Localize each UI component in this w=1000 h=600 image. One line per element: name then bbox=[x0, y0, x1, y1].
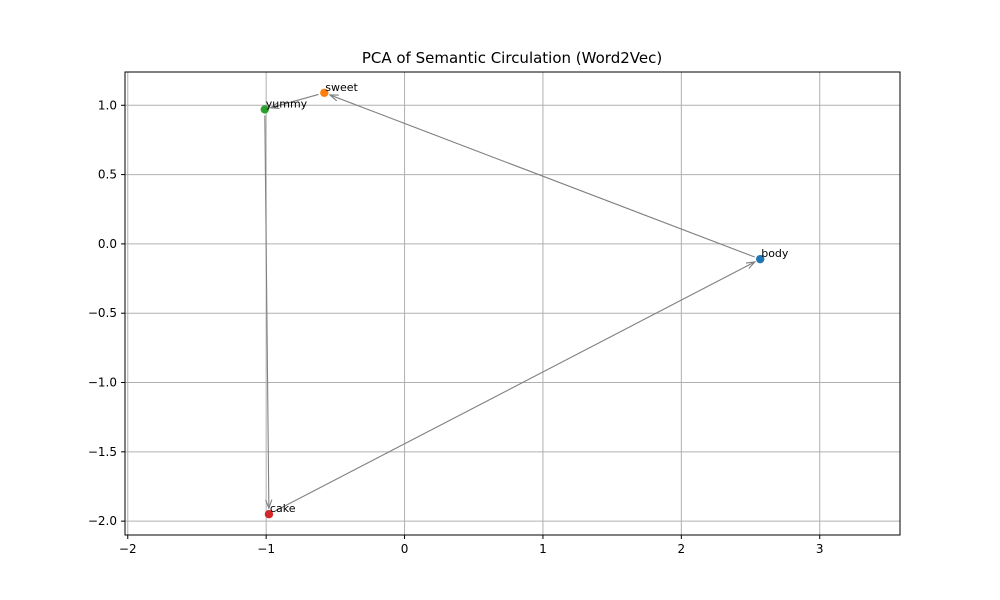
y-axis-ticks: −2.0 −1.5 −1.0 −0.5 0.0 0.5 1.0 bbox=[88, 98, 125, 528]
arrow-line bbox=[329, 94, 755, 258]
point-label-yummy: yummy bbox=[266, 97, 308, 110]
point-cake bbox=[264, 510, 274, 519]
arrow-yummy-to-cake bbox=[264, 115, 273, 510]
y-tick-label: −0.5 bbox=[88, 306, 117, 320]
x-tick-label: 3 bbox=[816, 542, 824, 556]
x-tick-label: −2 bbox=[119, 542, 137, 556]
y-tick-label: −1.5 bbox=[88, 445, 117, 459]
point-label-body: body bbox=[761, 247, 789, 260]
y-tick-label: 0.0 bbox=[98, 237, 117, 251]
arrow-head bbox=[328, 94, 339, 102]
arrow-line bbox=[264, 115, 270, 509]
point-sweet bbox=[320, 88, 329, 97]
x-tick-label: 0 bbox=[401, 542, 409, 556]
point-yummy bbox=[260, 105, 269, 114]
grid bbox=[125, 72, 900, 535]
y-tick-label: 1.0 bbox=[98, 98, 117, 112]
arrow-head bbox=[269, 102, 280, 110]
x-tick-label: 2 bbox=[678, 542, 686, 556]
point-label-cake: cake bbox=[270, 502, 296, 515]
arrow-sweet-to-yummy bbox=[269, 93, 319, 110]
plot-frame bbox=[124, 71, 901, 536]
chart-title: PCA of Semantic Circulation (Word2Vec) bbox=[362, 49, 662, 67]
y-tick-label: −1.0 bbox=[88, 376, 117, 390]
arrow-cake-to-body bbox=[274, 261, 757, 512]
arrow-line bbox=[270, 93, 319, 109]
arrows bbox=[264, 93, 757, 512]
x-tick-label: −1 bbox=[257, 542, 275, 556]
y-tick-label: 0.5 bbox=[98, 168, 117, 182]
x-axis-ticks: −2 −1 0 1 2 3 bbox=[119, 535, 824, 556]
points bbox=[260, 88, 765, 519]
y-tick-label: −2.0 bbox=[88, 514, 117, 528]
point-label-sweet: sweet bbox=[325, 81, 358, 94]
arrow-line bbox=[274, 261, 756, 512]
arrow-head bbox=[745, 261, 757, 269]
point-labels: body sweet yummy cake bbox=[266, 81, 789, 515]
point-body bbox=[756, 254, 765, 264]
arrow-body-to-sweet bbox=[328, 94, 755, 258]
x-tick-label: 1 bbox=[539, 542, 547, 556]
arrow-head bbox=[265, 499, 273, 510]
